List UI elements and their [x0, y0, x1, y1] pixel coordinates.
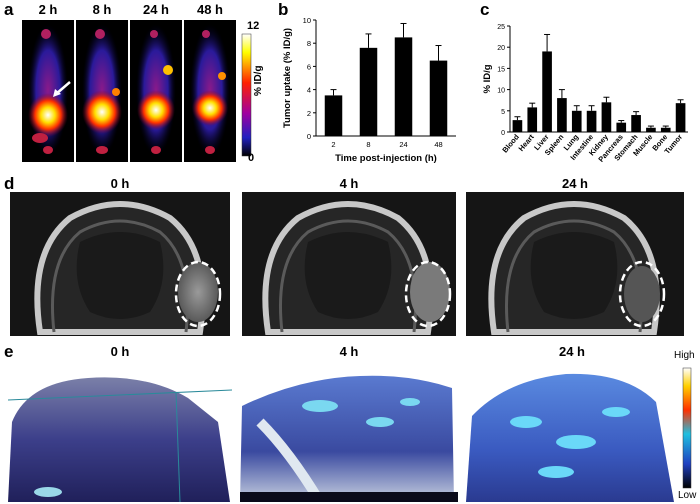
- pet-colorbar: [241, 33, 252, 157]
- y-tick-label: 6: [307, 62, 311, 71]
- pet-mouse-body: [28, 24, 68, 156]
- tumor-outline: [618, 260, 666, 328]
- us-colorbar-low: Low: [678, 490, 697, 501]
- y-tick-label: 2: [307, 109, 311, 118]
- category-label: 24: [399, 140, 407, 149]
- pet-image-8h: [76, 20, 128, 162]
- y-axis-label: Tumor uptake (% ID/g): [282, 28, 293, 128]
- us-tumor-volume: [466, 373, 674, 502]
- category-label: 2: [331, 140, 335, 149]
- pet-colorbar-max: 12: [247, 20, 260, 32]
- pet-mouse-body: [190, 24, 230, 156]
- y-tick-label: 0: [501, 130, 505, 137]
- y-tick-label: 10: [303, 16, 311, 25]
- us-image-24h: [466, 362, 678, 502]
- y-tick-label: 20: [497, 45, 505, 52]
- us-tumor-volume: [240, 375, 458, 502]
- tumor-arrow-icon: [53, 81, 71, 97]
- mri-image-24h: [466, 192, 684, 336]
- y-tick-label: 4: [307, 86, 311, 95]
- us-tumor-volume: [8, 377, 232, 502]
- bar: [512, 120, 523, 132]
- pet-timepoint-label: 48 h: [196, 2, 223, 17]
- us-colorbar-high: High: [674, 350, 695, 361]
- pet-colorbar-unit: % ID/g: [253, 65, 264, 96]
- mri-timepoint-label: 4 h: [339, 176, 359, 191]
- bar: [601, 102, 612, 132]
- panel-b-label: b: [278, 0, 289, 19]
- panel-a-label: a: [4, 0, 14, 19]
- pet-image-24h: [130, 20, 182, 162]
- y-tick-label: 0: [307, 132, 311, 141]
- y-tick-label: 15: [497, 66, 505, 73]
- category-label: 8: [366, 140, 370, 149]
- y-axis-label: % ID/g: [482, 64, 493, 93]
- y-tick-label: 10: [497, 88, 505, 95]
- mri-body-section: [34, 201, 222, 335]
- bar: [324, 95, 343, 136]
- x-axis-label: Time post-injection (h): [335, 153, 437, 164]
- category-label: 48: [434, 140, 442, 149]
- bar: [616, 122, 627, 132]
- bar: [557, 98, 567, 132]
- us-image-0h: [8, 362, 232, 502]
- bar: [660, 127, 671, 132]
- mri-image-4h: [242, 192, 456, 336]
- mri-body-section: [488, 201, 666, 335]
- mri-body-section: [262, 201, 452, 335]
- bar: [646, 127, 656, 132]
- pet-mouse-body: [82, 24, 122, 156]
- bar: [586, 110, 597, 132]
- pet-image-2h: [22, 20, 74, 162]
- panel-c-label: c: [480, 0, 490, 19]
- category-label: Heart: [517, 132, 537, 153]
- bar: [394, 37, 413, 136]
- pet-timepoint-label: 2 h: [38, 2, 58, 17]
- bar: [631, 115, 641, 132]
- pet-image-48h: [184, 20, 236, 162]
- bar: [675, 103, 686, 132]
- bar: [542, 51, 552, 132]
- y-tick-label: 5: [501, 109, 505, 116]
- bar: [359, 47, 378, 137]
- mri-timepoint-label: 24 h: [561, 176, 588, 191]
- pet-timepoint-label: 24 h: [142, 2, 169, 17]
- us-colorbar: [682, 367, 692, 489]
- chart-c-biodistribution: 0510152025BloodHeartLiverSpleenLungIntes…: [482, 24, 688, 164]
- mri-image-0h: [10, 192, 230, 336]
- pet-mouse-body: [136, 24, 176, 156]
- pet-colorbar-min: 0: [248, 152, 255, 164]
- us-timepoint-label: 4 h: [339, 344, 359, 359]
- mri-timepoint-label: 0 h: [110, 176, 130, 191]
- us-timepoint-label: 24 h: [558, 344, 585, 359]
- us-timepoint-label: 0 h: [110, 344, 130, 359]
- tumor-outline: [404, 260, 452, 328]
- us-image-4h: [240, 362, 458, 502]
- bar: [429, 60, 448, 136]
- panel-d-label: d: [4, 174, 15, 193]
- pet-timepoint-label: 8 h: [92, 2, 112, 17]
- panel-e-label: e: [4, 342, 14, 361]
- bar: [527, 107, 538, 132]
- bar: [571, 110, 582, 132]
- tumor-outline: [174, 260, 222, 328]
- y-tick-label: 25: [497, 24, 505, 31]
- y-tick-label: 8: [307, 39, 311, 48]
